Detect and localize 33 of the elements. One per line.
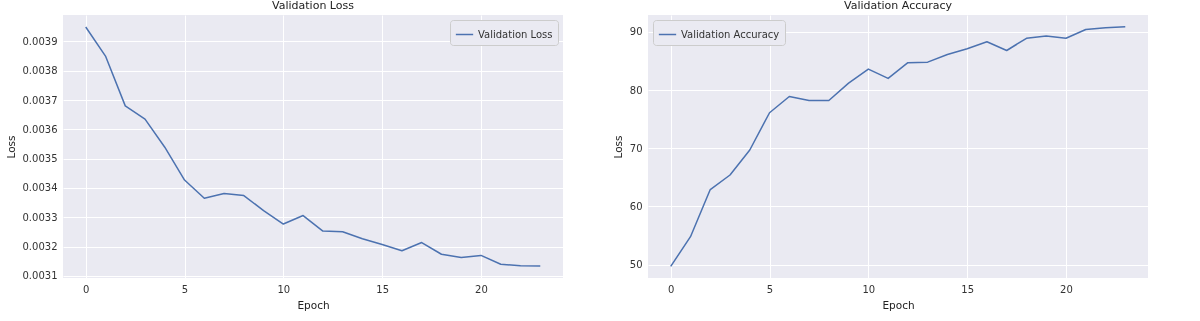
y-tick-label: 80 [629,84,643,96]
x-axis-title: Epoch [882,298,915,311]
x-tick-label: 5 [181,283,189,295]
x-tick-label: 10 [277,283,291,295]
y-tick-label: 0.0036 [22,123,58,135]
y-tick-label: 0.0033 [22,211,58,223]
x-tick-label: 15 [961,283,975,295]
y-tick-label: 0.0032 [22,241,58,253]
y-tick-label: 70 [629,142,643,154]
chart-title: Validation Accuracy [843,0,953,12]
x-axis-title: Epoch [297,298,330,311]
y-tick-label: 0.0038 [22,65,58,77]
y-tick-label: 50 [629,259,643,271]
y-tick-label: 0.0034 [22,182,58,194]
y-tick-label: 0.0031 [22,270,58,282]
line-series [669,25,1127,268]
y-axis-title: Loss [4,135,17,159]
y-tick-label: 0.0037 [22,94,58,106]
x-tick-label: 10 [862,283,876,295]
x-tick-label: 20 [475,283,488,295]
x-tick-label: 0 [668,283,675,295]
y-tick-label: 0.0035 [22,153,58,165]
x-tick-label: 5 [766,283,774,295]
x-tick-label: 0 [83,283,90,295]
y-axis-title: Loss [611,135,624,159]
legend-label: Validation Accuracy [681,28,780,40]
x-tick-label: 15 [376,283,390,295]
chart-title: Validation Loss [272,0,355,12]
x-tick-label: 20 [1060,283,1073,295]
y-tick-label: 60 [629,200,643,212]
y-tick-label: 90 [629,26,643,38]
legend-label: Validation Loss [478,28,553,40]
y-tick-label: 0.0039 [22,35,58,47]
